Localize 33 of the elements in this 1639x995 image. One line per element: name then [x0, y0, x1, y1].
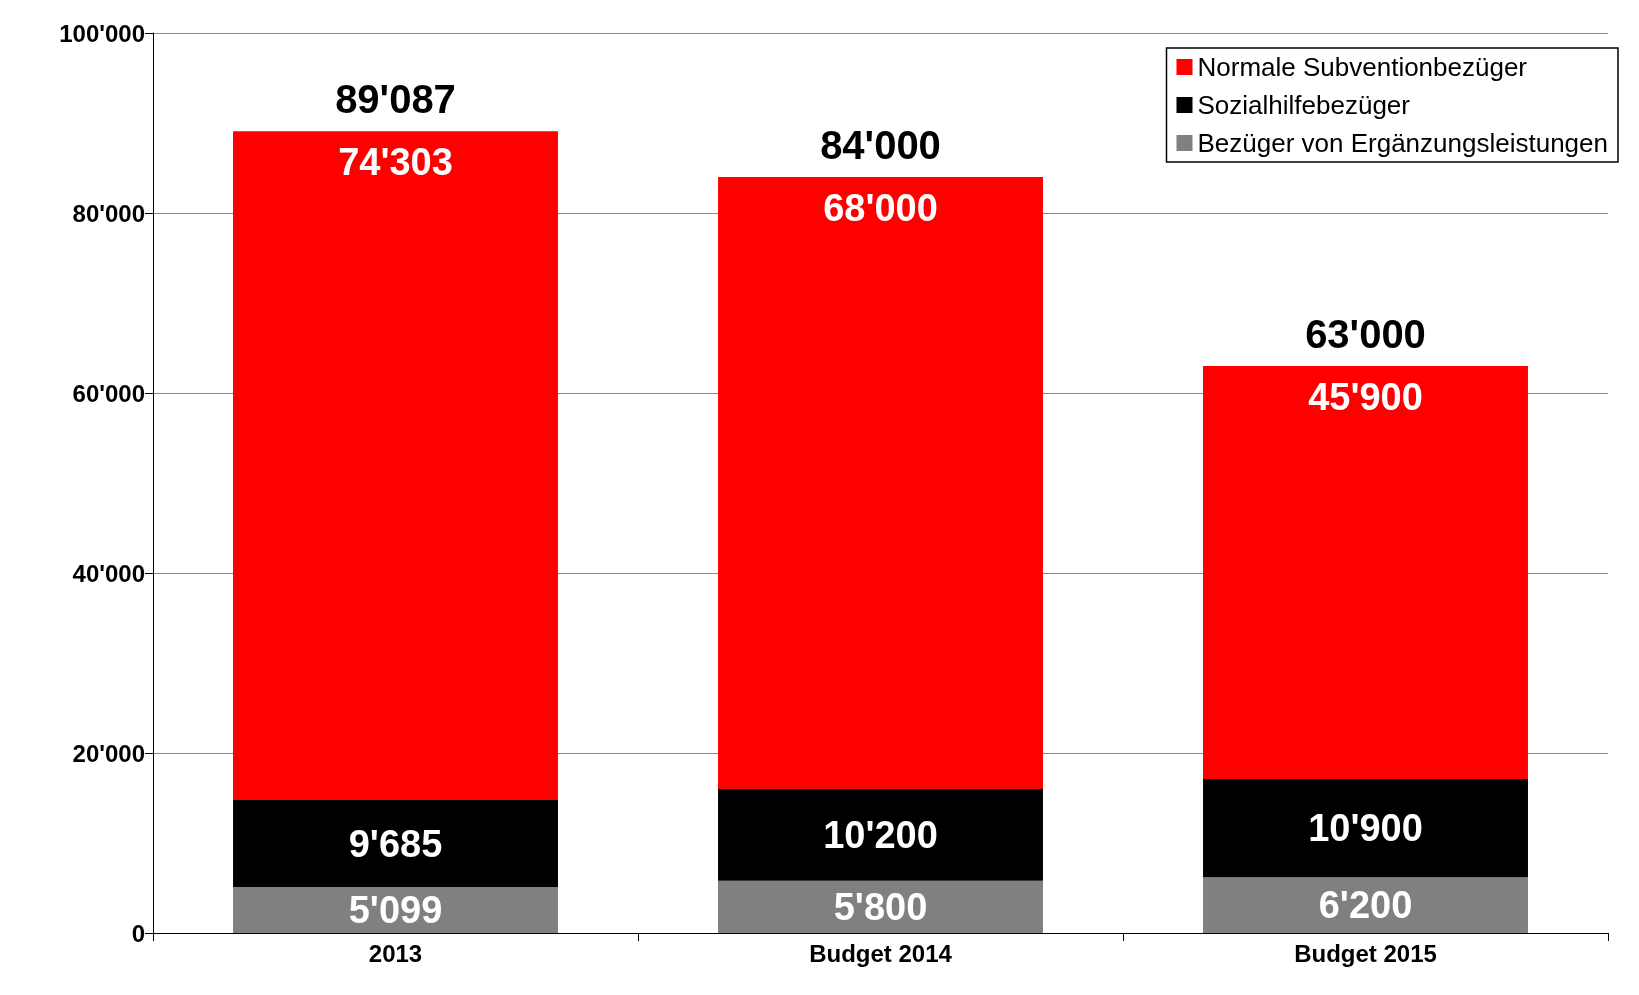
x-tick-label: 2013 [368, 939, 423, 967]
bar [233, 887, 558, 933]
y-tick-label: 80'000 [72, 199, 145, 227]
bar [233, 131, 558, 800]
data-label: 5'099 [348, 889, 443, 932]
bar [1203, 779, 1528, 878]
data-label: 68'000 [823, 187, 938, 229]
bar [718, 177, 1043, 789]
total-label: 84'000 [820, 123, 941, 167]
data-label: 45'900 [1308, 376, 1423, 418]
y-tick-label: 40'000 [72, 559, 145, 587]
y-tick-label: 0 [131, 919, 145, 947]
total-label: 63'000 [1305, 312, 1426, 356]
data-label: 74'303 [338, 141, 453, 184]
data-label: 10'900 [1308, 807, 1423, 850]
x-tick-label: Budget 2015 [1294, 939, 1437, 967]
total-label: 89'087 [335, 77, 456, 122]
data-label: 9'685 [348, 822, 443, 865]
bar [718, 880, 1043, 933]
legend-label: Bezüger von Ergänzungsleistungen [1197, 128, 1609, 158]
bar [1203, 366, 1528, 780]
x-tick-label: Budget 2014 [809, 939, 953, 967]
bar [718, 789, 1043, 881]
y-tick-label: 100'000 [59, 19, 145, 47]
y-tick-label: 20'000 [72, 739, 145, 767]
bar [233, 799, 558, 888]
legend-label: Sozialhilfebezüger [1197, 90, 1411, 120]
data-label: 6'200 [1318, 884, 1413, 927]
legend-label: Normale Subventionbezüger [1197, 52, 1528, 82]
bar [1203, 877, 1528, 933]
data-label: 5'800 [833, 885, 928, 928]
y-tick-label: 60'000 [72, 379, 145, 407]
data-label: 10'200 [823, 813, 938, 856]
